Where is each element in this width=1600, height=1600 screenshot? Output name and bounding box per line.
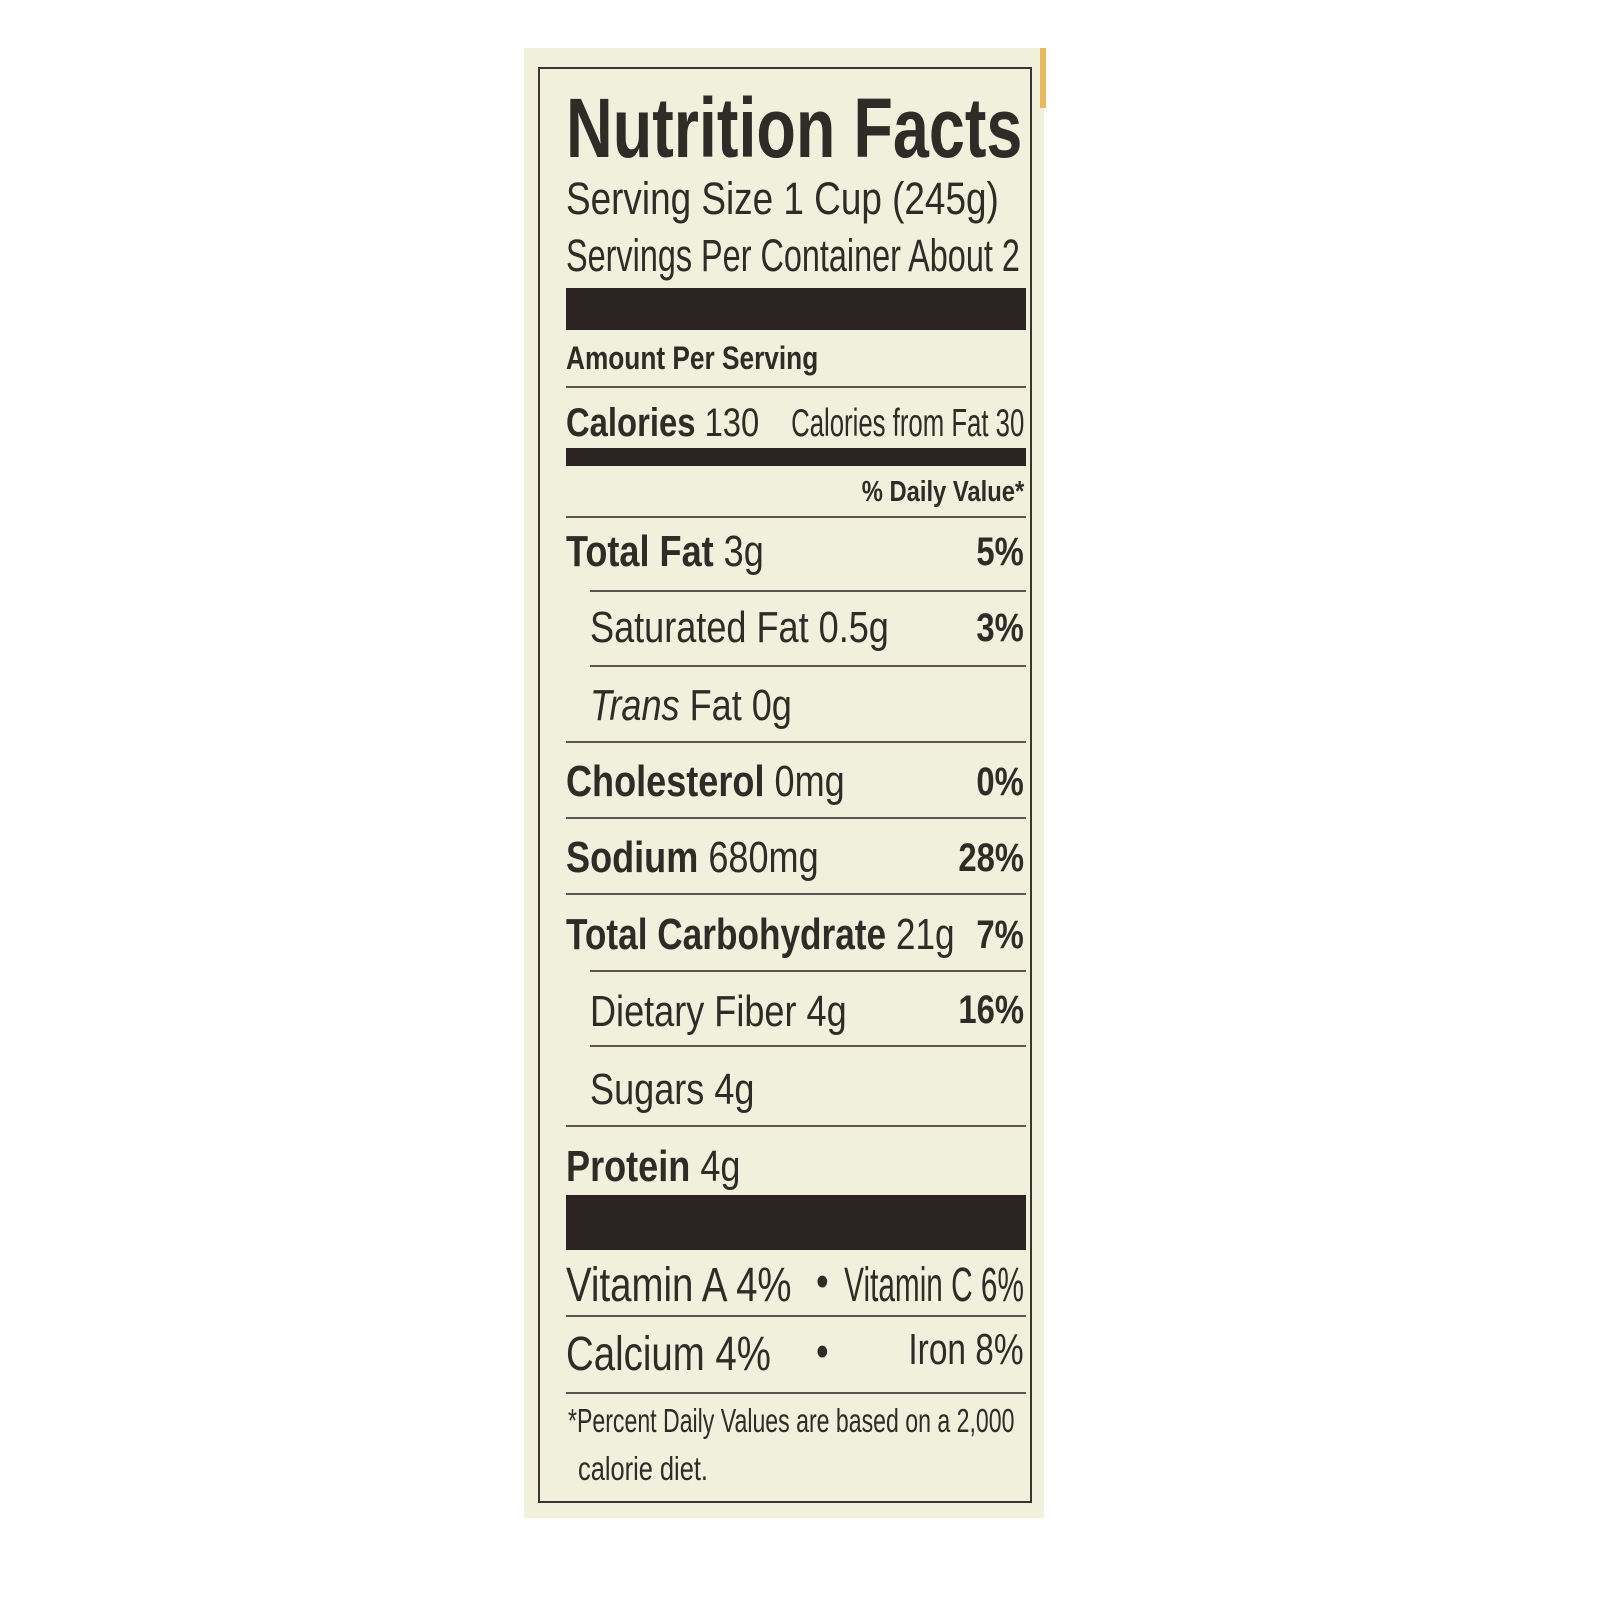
calories-value: 130: [704, 401, 760, 445]
divider: [566, 893, 1026, 895]
dv-sodium: 28%: [958, 836, 1024, 880]
serving-size: Serving Size 1 Cup (245g): [566, 173, 999, 224]
thick-divider: [566, 1195, 1026, 1250]
medium-divider: [566, 448, 1026, 466]
bullet-separator: •: [816, 1257, 829, 1306]
nutrient-row-total-fat: Total Fat 3g: [566, 527, 764, 576]
divider: [566, 1392, 1026, 1394]
dv-total-carbohydrate: 7%: [976, 913, 1024, 957]
divider: [590, 665, 1026, 667]
divider: [566, 516, 1026, 518]
divider: [590, 1045, 1026, 1047]
bullet-separator: •: [816, 1327, 829, 1376]
divider: [566, 817, 1026, 819]
nutrient-row-saturated-fat: Saturated Fat 0.5g: [590, 603, 889, 652]
package-edge: [1040, 48, 1046, 108]
nutrition-facts-border: [538, 67, 1032, 1503]
dv-cholesterol: 0%: [976, 760, 1024, 804]
calories-label: Calories: [566, 401, 696, 445]
nutrient-row-sodium: Sodium 680mg: [566, 833, 819, 882]
vitamin-a: Vitamin A 4%: [566, 1259, 792, 1312]
calories-row: Calories 130: [566, 403, 759, 443]
nutrient-row-trans-fat: Trans Fat 0g: [590, 681, 792, 730]
iron: Iron 8%: [908, 1325, 1024, 1374]
servings-per-container: Servings Per Container About 2: [566, 230, 1020, 281]
dv-total-fat: 5%: [976, 530, 1024, 574]
nutrient-row-sugars: Sugars 4g: [590, 1065, 755, 1114]
footnote-line-1: *Percent Daily Values are based on a 2,0…: [568, 1402, 1015, 1439]
dv-dietary-fiber: 16%: [958, 988, 1024, 1032]
divider: [590, 590, 1026, 592]
amount-per-serving: Amount Per Serving: [566, 340, 819, 376]
divider: [590, 970, 1026, 972]
daily-value-header: % Daily Value*: [861, 476, 1024, 508]
divider: [566, 386, 1026, 388]
nutrient-row-protein: Protein 4g: [566, 1142, 741, 1191]
vitamin-c: Vitamin C 6%: [844, 1259, 1024, 1312]
label-title: Nutrition Facts: [566, 81, 1023, 175]
divider: [566, 1125, 1026, 1127]
nutrient-row-total-carbohydrate: Total Carbohydrate 21g: [566, 910, 955, 959]
dv-saturated-fat: 3%: [976, 606, 1024, 650]
calcium: Calcium 4%: [566, 1328, 771, 1381]
nutrient-row-dietary-fiber: Dietary Fiber 4g: [590, 987, 847, 1036]
divider: [566, 741, 1026, 743]
divider: [566, 1315, 1026, 1317]
thick-divider: [566, 288, 1026, 330]
nutrient-row-cholesterol: Cholesterol 0mg: [566, 757, 845, 806]
footnote-line-2: calorie diet.: [578, 1450, 708, 1487]
calories-from-fat: Calories from Fat 30: [790, 402, 1024, 445]
